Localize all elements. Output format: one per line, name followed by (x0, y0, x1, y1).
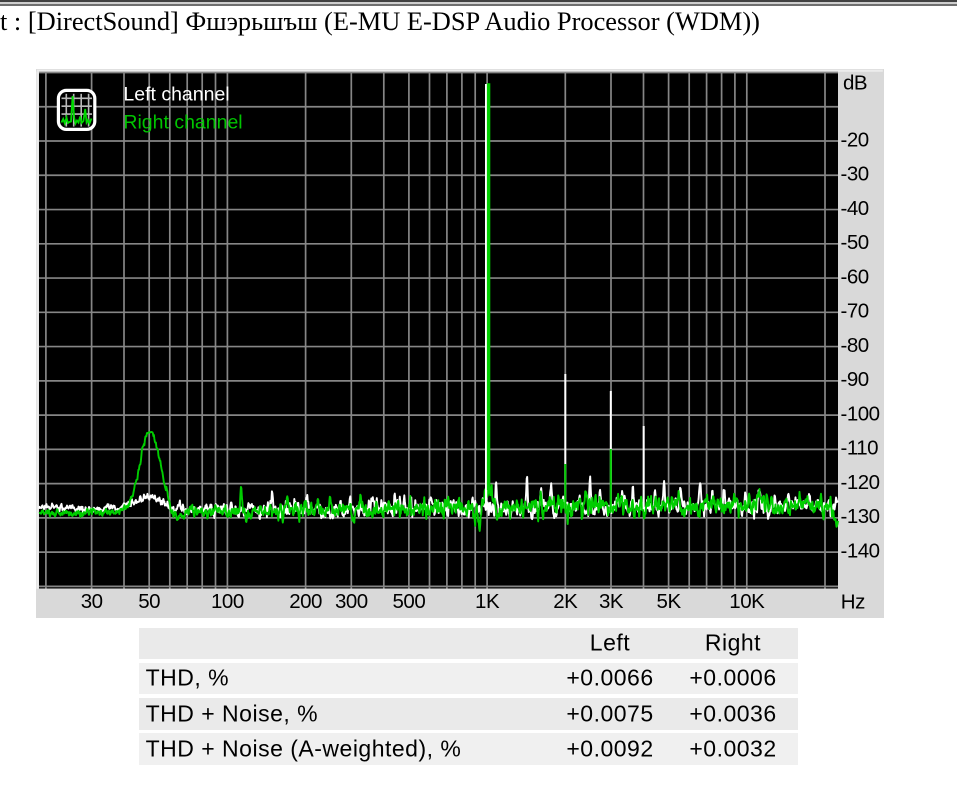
svg-text:30: 30 (81, 590, 103, 613)
svg-text:-90: -90 (841, 368, 869, 391)
svg-text:-50: -50 (841, 231, 869, 254)
svg-text:Hz: Hz (841, 590, 865, 613)
svg-text:100: 100 (211, 590, 244, 613)
svg-text:-70: -70 (841, 300, 869, 323)
svg-text:300: 300 (335, 590, 368, 613)
svg-text:3K: 3K (599, 590, 624, 613)
svg-text:1K: 1K (475, 590, 500, 613)
svg-text:-110: -110 (841, 437, 879, 460)
svg-text:50: 50 (138, 590, 160, 613)
svg-text:2K: 2K (553, 590, 578, 613)
svg-text:-80: -80 (841, 334, 869, 357)
svg-text:-30: -30 (841, 163, 869, 186)
svg-text:10K: 10K (729, 590, 765, 613)
svg-text:dB: dB (843, 72, 867, 95)
svg-text:200: 200 (289, 590, 322, 613)
svg-text:Right channel: Right channel (123, 111, 242, 133)
svg-text:-40: -40 (841, 197, 869, 220)
svg-text:500: 500 (393, 590, 426, 613)
svg-text:Left channel: Left channel (123, 84, 229, 106)
svg-text:-140: -140 (841, 539, 880, 562)
svg-text:-20: -20 (841, 128, 869, 151)
svg-text:5K: 5K (657, 590, 682, 613)
svg-text:-120: -120 (841, 471, 880, 494)
svg-text:-100: -100 (841, 402, 880, 425)
svg-text:-130: -130 (841, 505, 880, 528)
svg-text:-60: -60 (841, 265, 869, 288)
